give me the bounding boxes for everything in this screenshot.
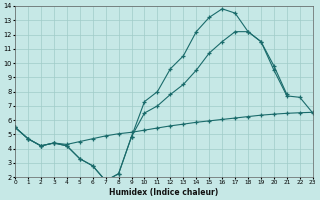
X-axis label: Humidex (Indice chaleur): Humidex (Indice chaleur) [109, 188, 219, 197]
